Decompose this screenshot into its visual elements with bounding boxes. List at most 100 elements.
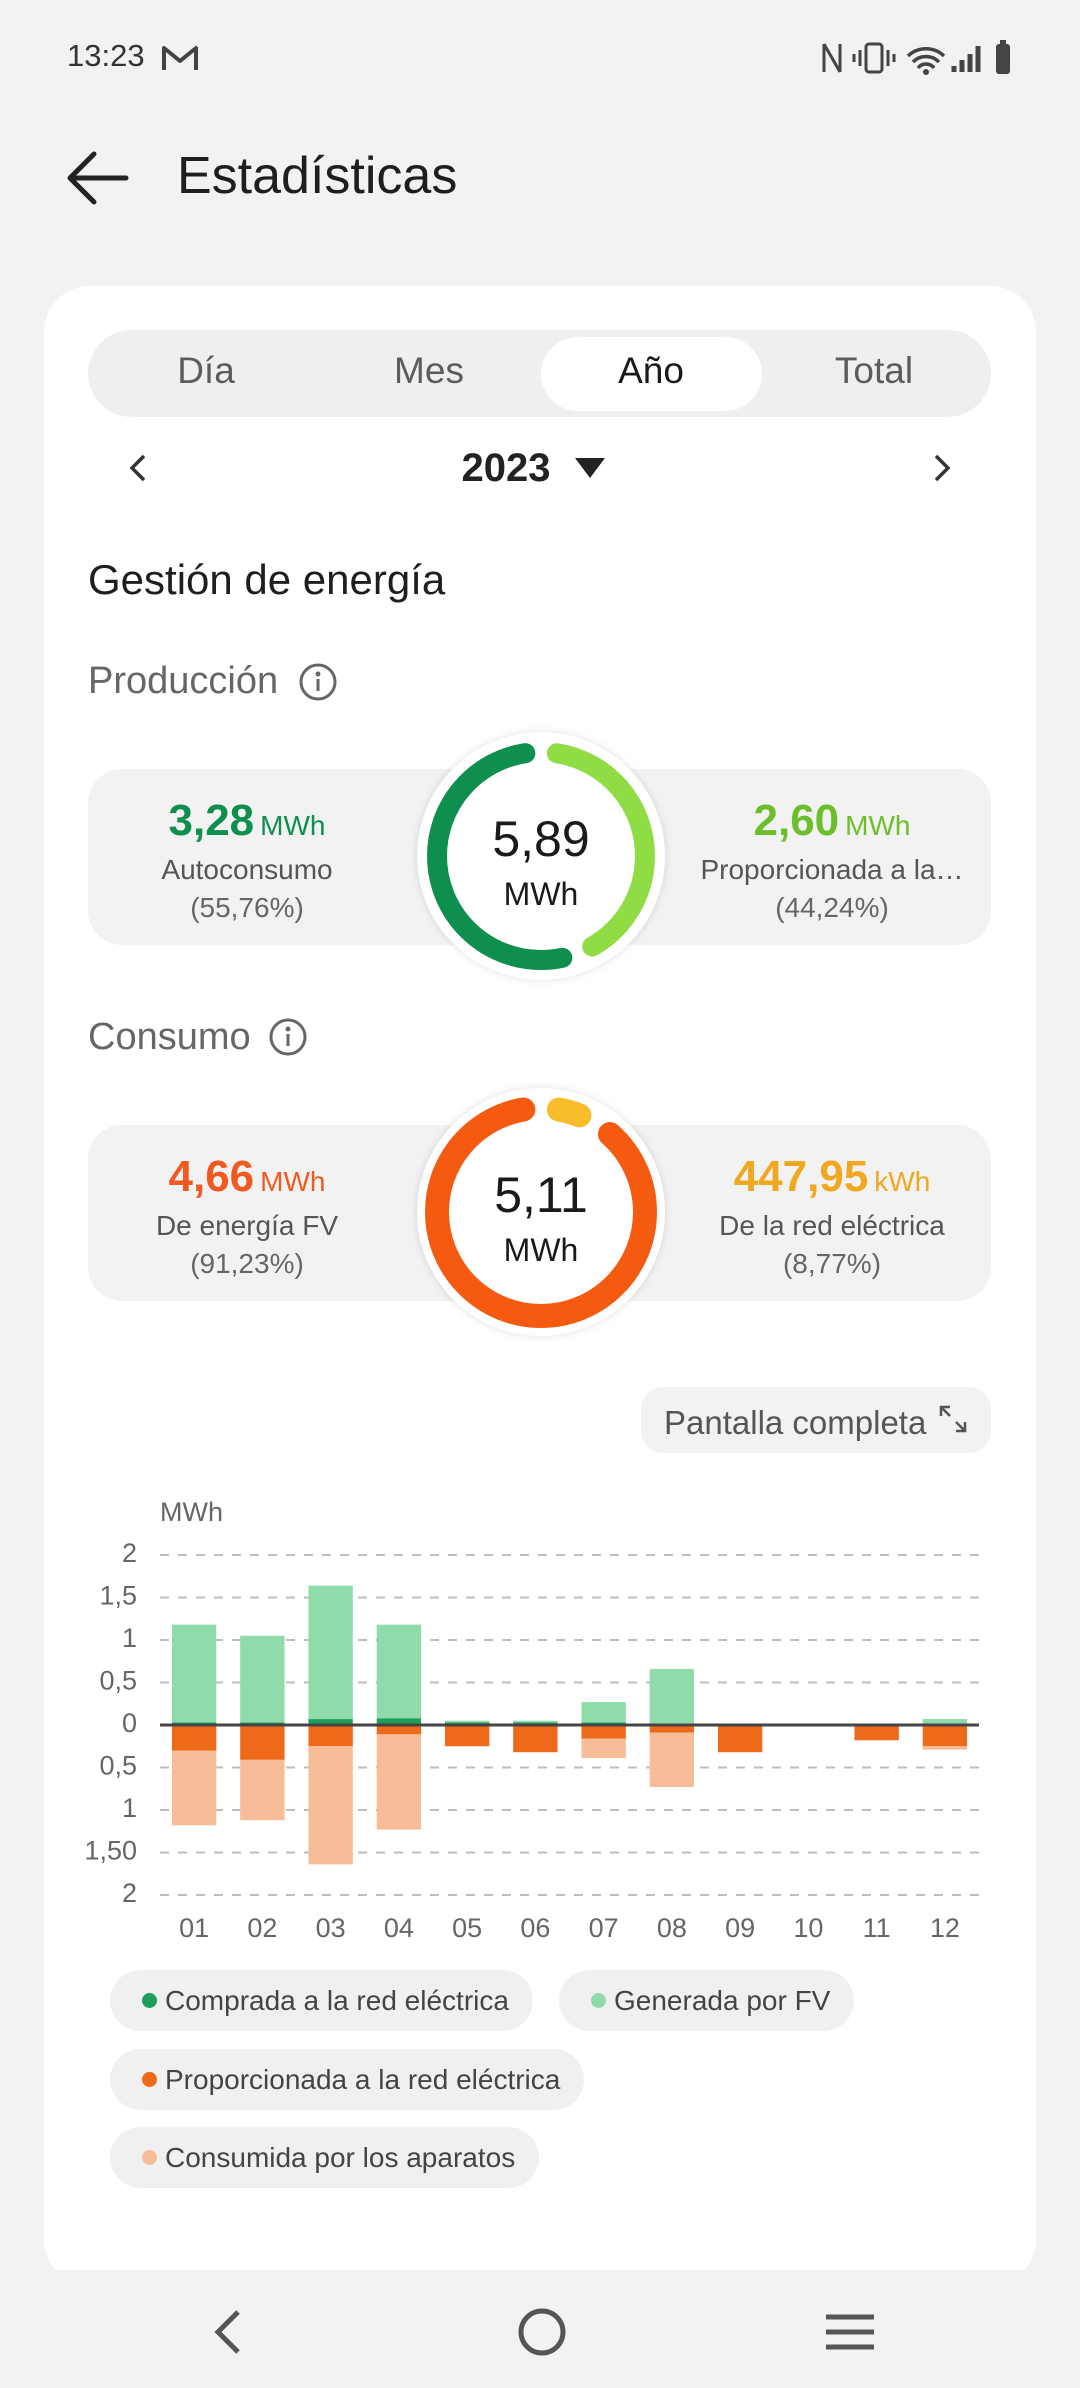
y-tick-label: 2: [122, 1538, 137, 1568]
bar: [513, 1720, 558, 1723]
x-tick-label: 07: [589, 1913, 619, 1943]
kpi-label: De la red eléctrica: [719, 1210, 945, 1241]
legend-label: Consumida por los aparatos: [165, 2141, 516, 2173]
year-dropdown[interactable]: [573, 456, 607, 480]
ring-unit: MWh: [503, 1232, 579, 1268]
info-icon[interactable]: [298, 662, 338, 702]
x-tick-label: 03: [316, 1913, 346, 1943]
y-tick-label: 1,5: [99, 1581, 137, 1611]
kpi-unit: MWh: [845, 810, 911, 841]
legend-swatch: [142, 2072, 157, 2087]
bar: [171, 1624, 217, 1723]
kpi-percent: (55,76%): [190, 892, 304, 923]
kpi-label: De energía FV: [155, 1210, 339, 1241]
x-tick-label: 06: [520, 1913, 550, 1943]
x-tick-label: 11: [863, 1913, 891, 1943]
back-button[interactable]: [66, 150, 130, 206]
bar: [922, 1725, 968, 1747]
ring-total: 5,11: [494, 1167, 588, 1223]
nav-home[interactable]: [516, 2306, 568, 2358]
bar: [308, 1719, 353, 1725]
status-icons: [822, 40, 1010, 75]
y-tick-label: 1,50: [84, 1836, 137, 1866]
bar: [649, 1732, 695, 1788]
bar: [581, 1702, 626, 1723]
production-ring: [417, 732, 665, 980]
y-tick-label: 1: [122, 1793, 137, 1823]
x-tick-label: 04: [384, 1913, 414, 1943]
bar: [581, 1725, 626, 1739]
tab-selected[interactable]: Año: [618, 350, 684, 391]
legend-item[interactable]: Generada por FV: [559, 1970, 855, 2031]
year-selector[interactable]: 2023: [461, 446, 551, 490]
bar: [376, 1718, 422, 1725]
y-tick-label: 0,5: [99, 1666, 137, 1696]
next-year[interactable]: [928, 452, 956, 484]
kpi-number: 3,28: [168, 796, 255, 845]
kpi-number: 2,60: [753, 796, 840, 845]
bar: [171, 1750, 217, 1826]
bar: [922, 1719, 968, 1724]
bar: [649, 1668, 695, 1724]
nav-bar: [0, 2270, 1080, 2388]
section-title: Gestión de energía: [88, 556, 446, 603]
ring-arc: [427, 742, 655, 970]
bar: [376, 1734, 422, 1830]
kpi-value: 2,60 MWh: [754, 796, 911, 846]
nav-back[interactable]: [208, 2308, 248, 2356]
kpi-value: 447,95 kWh: [734, 1152, 931, 1202]
chart: MWh 2 1,5 1 0,5 0 0,5 1 1,50 2 01 02 03 04 05 06 07 08 09…: [84, 1497, 979, 1943]
consumption-title: Consumo: [88, 1016, 251, 1058]
info-icon[interactable]: [268, 1017, 308, 1057]
consumption-ring: [417, 1088, 665, 1336]
kpi-number: 447,95: [733, 1152, 869, 1201]
y-tick-label: 2: [122, 1878, 137, 1908]
bar: [444, 1725, 490, 1747]
bar: [444, 1720, 490, 1723]
ring-total: 5,89: [492, 811, 590, 867]
kpi-unit: MWh: [260, 1166, 326, 1197]
y-tick-label: 0,5: [99, 1751, 137, 1781]
bar: [240, 1725, 285, 1760]
x-tick-label: 02: [247, 1913, 277, 1943]
kpi-value: 4,66 MWh: [169, 1152, 326, 1202]
bar: [922, 1746, 968, 1750]
kpi-percent: (91,23%): [190, 1248, 304, 1279]
kpi-percent: (8,77%): [782, 1248, 882, 1279]
ring-bg: [417, 732, 665, 980]
legend-item[interactable]: Proporcionada a la red eléctrica: [110, 2049, 585, 2110]
legend-swatch: [591, 1993, 606, 2008]
bar: [581, 1738, 626, 1759]
bar: [649, 1725, 695, 1733]
prev-year[interactable]: [124, 452, 152, 484]
tab[interactable]: Día: [177, 350, 235, 391]
fullscreen-icon: [939, 1405, 967, 1433]
bar: [308, 1725, 353, 1747]
legend-swatch: [142, 1993, 157, 2008]
tab[interactable]: Mes: [394, 350, 464, 391]
nav-menu[interactable]: [824, 2312, 876, 2352]
bar: [376, 1624, 422, 1719]
legend-item[interactable]: Consumida por los aparatos: [110, 2127, 540, 2188]
ring-arc: [427, 742, 655, 970]
x-tick-label: 01: [179, 1913, 209, 1943]
legend-item[interactable]: Comprada a la red eléctrica: [110, 1970, 533, 2031]
bar: [854, 1725, 899, 1741]
status-time: 13:23: [67, 38, 145, 73]
bar: [171, 1725, 217, 1751]
legend-label: Generada por FV: [614, 1984, 831, 2016]
kpi-label: Proporcionada a la…: [700, 854, 964, 885]
bar: [308, 1585, 353, 1720]
fullscreen-label: Pantalla completa: [664, 1404, 927, 1441]
y-tick-label: 0: [122, 1708, 137, 1738]
tab[interactable]: Total: [834, 350, 914, 391]
kpi-number: 4,66: [168, 1152, 255, 1201]
fullscreen-button[interactable]: [641, 1387, 991, 1453]
x-tick-label: 05: [452, 1913, 482, 1943]
y-axis-label: MWh: [160, 1497, 223, 1527]
production-title: Producción: [88, 660, 279, 702]
ring-arc: [425, 1096, 657, 1328]
bar: [240, 1759, 285, 1821]
